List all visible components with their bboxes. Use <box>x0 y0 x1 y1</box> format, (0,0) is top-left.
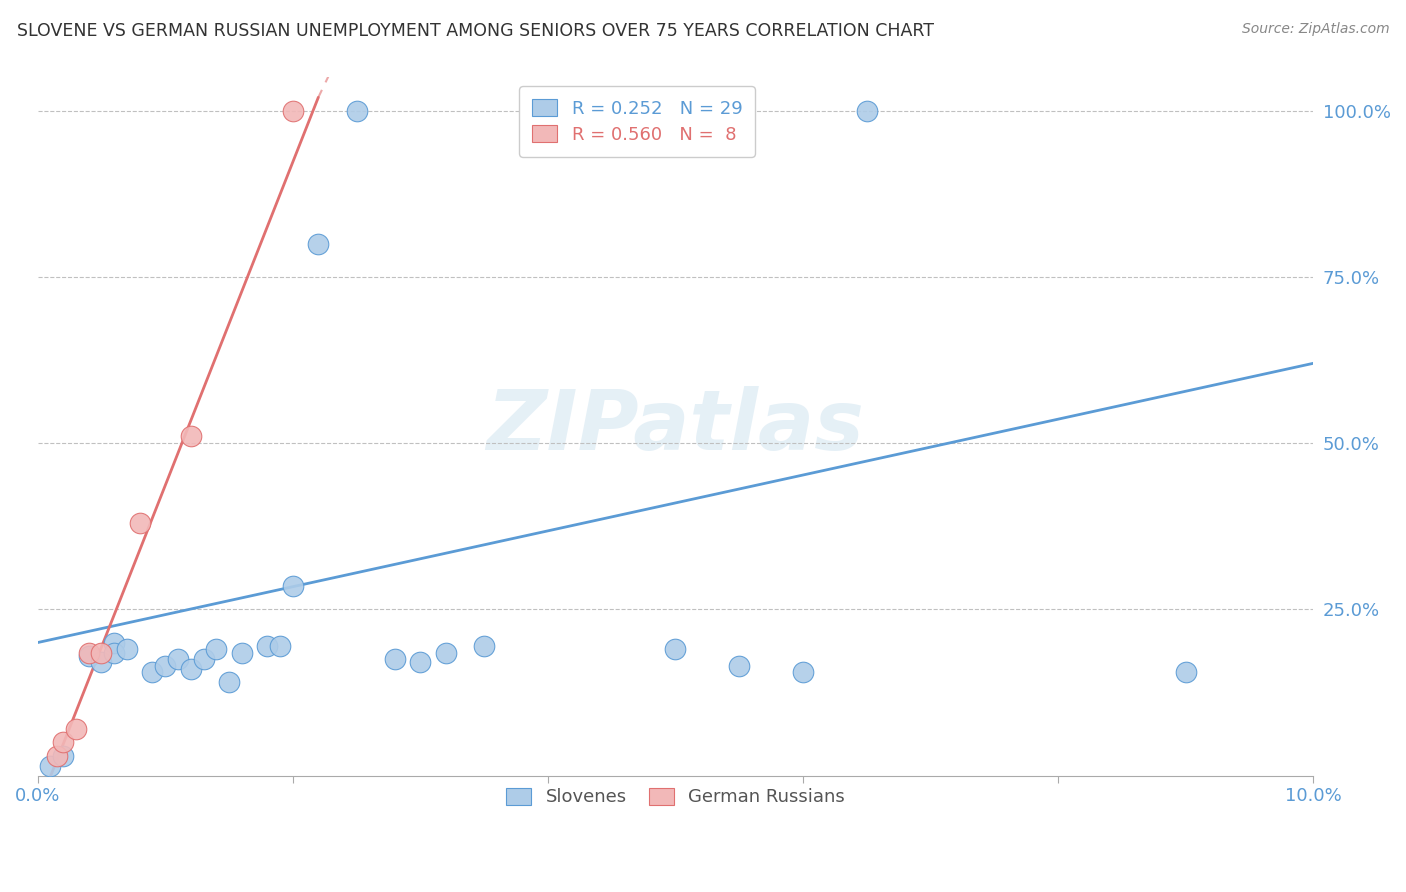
Point <box>281 579 304 593</box>
Point <box>269 639 291 653</box>
Point <box>90 656 112 670</box>
Point <box>103 646 125 660</box>
Point <box>218 675 240 690</box>
Point <box>256 639 278 653</box>
Text: ZIPatlas: ZIPatlas <box>486 386 865 467</box>
Point <box>281 103 304 118</box>
Point <box>472 639 495 653</box>
Point <box>128 516 150 530</box>
Point <box>155 658 177 673</box>
Point <box>193 652 215 666</box>
Text: SLOVENE VS GERMAN RUSSIAN UNEMPLOYMENT AMONG SENIORS OVER 75 YEARS CORRELATION C: SLOVENE VS GERMAN RUSSIAN UNEMPLOYMENT A… <box>17 22 934 40</box>
Point <box>180 662 202 676</box>
Point <box>1174 665 1197 680</box>
Point <box>664 642 686 657</box>
Point <box>141 665 163 680</box>
Point <box>231 646 253 660</box>
Point <box>45 748 67 763</box>
Point <box>856 103 879 118</box>
Point <box>434 646 457 660</box>
Point <box>52 735 75 749</box>
Point <box>728 658 751 673</box>
Legend: Slovenes, German Russians: Slovenes, German Russians <box>496 779 853 815</box>
Point <box>307 236 329 251</box>
Point <box>346 103 368 118</box>
Point <box>77 648 100 663</box>
Point <box>77 646 100 660</box>
Point <box>167 652 190 666</box>
Text: Source: ZipAtlas.com: Source: ZipAtlas.com <box>1241 22 1389 37</box>
Point <box>103 635 125 649</box>
Point <box>205 642 228 657</box>
Point <box>115 642 138 657</box>
Point <box>39 758 62 772</box>
Point <box>65 722 87 736</box>
Point <box>180 429 202 443</box>
Point <box>52 748 75 763</box>
Point <box>90 646 112 660</box>
Point <box>409 656 432 670</box>
Point <box>792 665 814 680</box>
Point <box>384 652 406 666</box>
